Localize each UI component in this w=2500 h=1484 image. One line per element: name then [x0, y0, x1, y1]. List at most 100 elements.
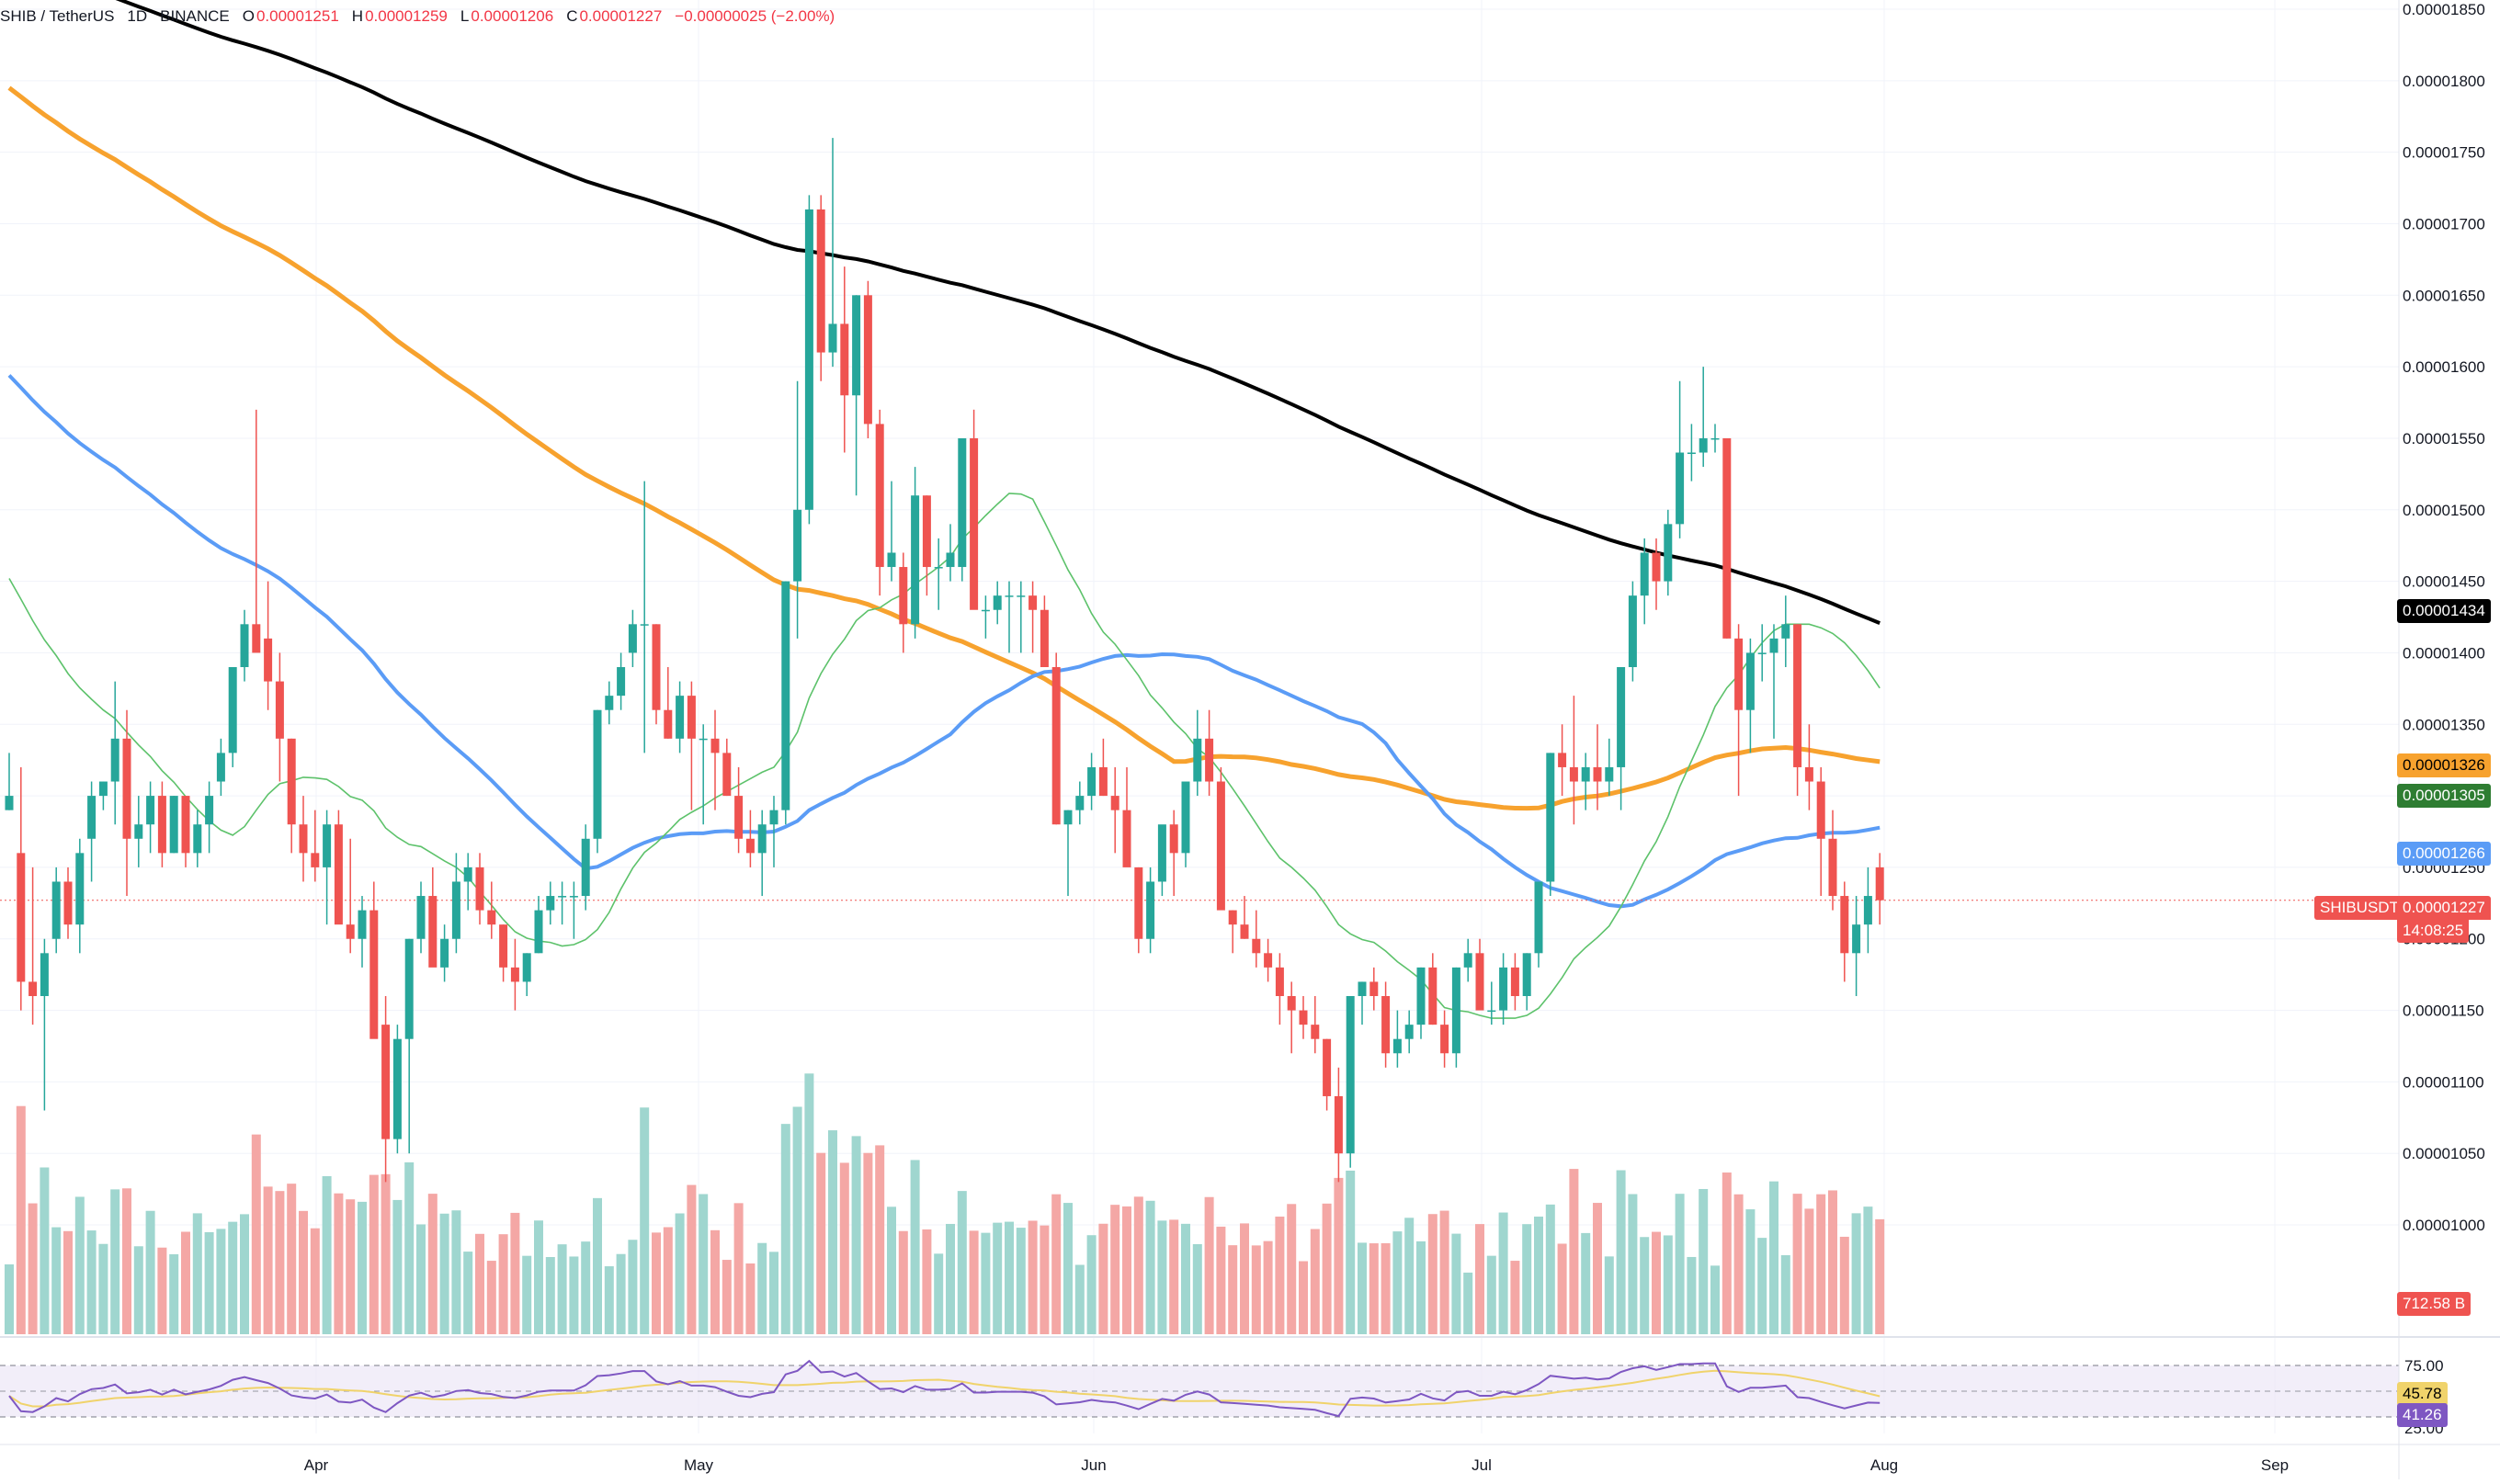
timeframe-label[interactable]: 1D — [127, 7, 148, 25]
volume-bar — [1392, 1231, 1403, 1334]
volume-bar — [851, 1136, 861, 1334]
candle — [1593, 766, 1602, 782]
candle — [1828, 838, 1837, 897]
candle — [617, 667, 626, 697]
volume-bar — [1510, 1261, 1520, 1334]
candle — [451, 881, 460, 939]
volume-bar — [1780, 1255, 1790, 1334]
candle — [745, 838, 755, 854]
volume-bar — [1463, 1272, 1473, 1334]
candle — [722, 753, 732, 797]
volume-last-tag: 712.58 B — [2397, 1292, 2472, 1316]
candle — [1287, 996, 1296, 1011]
candle — [1311, 1025, 1320, 1039]
candle — [1334, 1095, 1343, 1154]
volume-bar — [1863, 1206, 1873, 1334]
candle — [1558, 753, 1567, 767]
volume-bar — [934, 1253, 944, 1334]
candle — [98, 781, 108, 797]
volume-bar — [745, 1263, 756, 1334]
x-tick-label: Apr — [304, 1456, 329, 1474]
close-value: 0.00001227 — [579, 7, 663, 25]
volume-bar — [534, 1220, 543, 1334]
rsi-ma-tag: 45.78 — [2397, 1382, 2448, 1406]
close-label: C — [566, 7, 578, 25]
candle — [381, 1025, 391, 1139]
ma50-price-tag: 0.00001266 — [2397, 842, 2491, 866]
volume-bar — [1145, 1200, 1155, 1334]
candle — [252, 624, 261, 653]
volume-bar — [122, 1188, 131, 1334]
y-tick-label: 0.00001750 — [2403, 144, 2485, 162]
candle — [757, 824, 767, 854]
volume-bar — [1216, 1226, 1226, 1334]
candle — [687, 696, 696, 739]
y-tick-label: 0.00001700 — [2403, 215, 2485, 232]
volume-bar — [1369, 1243, 1379, 1334]
candle — [1157, 824, 1166, 882]
candle — [981, 609, 990, 612]
volume-bar — [1299, 1261, 1308, 1334]
volume-bar — [993, 1222, 1003, 1334]
volume-bar — [1427, 1214, 1438, 1334]
volume-bar — [1181, 1223, 1190, 1334]
candle — [1852, 924, 1861, 954]
volume-bar — [251, 1134, 261, 1334]
candle — [1628, 595, 1637, 667]
volume-bar — [1534, 1216, 1543, 1334]
candle — [1793, 624, 1802, 767]
ticker-tag: SHIBUSDT — [2314, 896, 2404, 920]
candle — [1510, 967, 1519, 996]
candle — [240, 624, 249, 667]
candle — [334, 824, 343, 925]
volume-bar — [1358, 1242, 1367, 1334]
volume-bar — [522, 1255, 532, 1334]
volume-bar — [486, 1261, 496, 1334]
volume-bar — [1074, 1264, 1085, 1334]
volume-bar — [792, 1106, 802, 1334]
candle — [1487, 1010, 1496, 1013]
volume-bar — [358, 1201, 367, 1334]
candle — [710, 738, 720, 753]
candle — [1840, 896, 1849, 954]
y-tick-label: 0.00001450 — [2403, 573, 2485, 591]
volume-bar — [498, 1234, 508, 1334]
volume-bar — [1251, 1245, 1261, 1334]
candle — [87, 796, 97, 839]
volume-bar — [240, 1214, 249, 1334]
rsi-line — [8, 1359, 1881, 1418]
volume-bar — [392, 1199, 403, 1334]
countdown-tag: 14:08:25 — [2397, 919, 2470, 943]
volume-bar — [1098, 1223, 1108, 1334]
candle — [840, 323, 849, 396]
candle — [428, 896, 438, 968]
ma100-line — [7, 85, 1881, 811]
candle — [487, 910, 496, 925]
candle — [1193, 738, 1202, 782]
candle — [958, 437, 967, 568]
volume-bar — [204, 1231, 214, 1334]
volume-bar — [157, 1247, 167, 1334]
candle — [664, 709, 673, 739]
candle — [1275, 967, 1284, 996]
candle — [1451, 967, 1460, 1054]
volume-bar — [957, 1191, 967, 1334]
rsi-value-tag: 41.26 — [2397, 1403, 2448, 1427]
candle — [1816, 781, 1825, 839]
volume-bar — [922, 1229, 932, 1334]
volume-bar — [1828, 1190, 1837, 1334]
volume-bar — [1287, 1204, 1297, 1334]
volume-bar — [346, 1199, 356, 1334]
ma200-price-tag: 0.00001434 — [2397, 599, 2491, 623]
candle — [1264, 953, 1273, 968]
symbol-title[interactable]: SHIB / TetherUS — [0, 7, 115, 25]
volume-bar — [593, 1197, 602, 1334]
candle — [1369, 981, 1379, 996]
candle — [522, 953, 531, 982]
volume-bar — [769, 1252, 778, 1334]
candle — [369, 910, 379, 1039]
ma200-line — [115, 0, 1881, 625]
volume-bar — [1322, 1203, 1332, 1334]
